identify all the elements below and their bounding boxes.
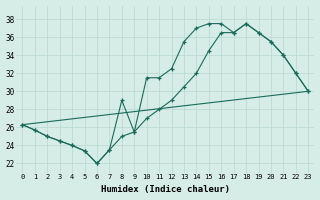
- X-axis label: Humidex (Indice chaleur): Humidex (Indice chaleur): [101, 185, 230, 194]
